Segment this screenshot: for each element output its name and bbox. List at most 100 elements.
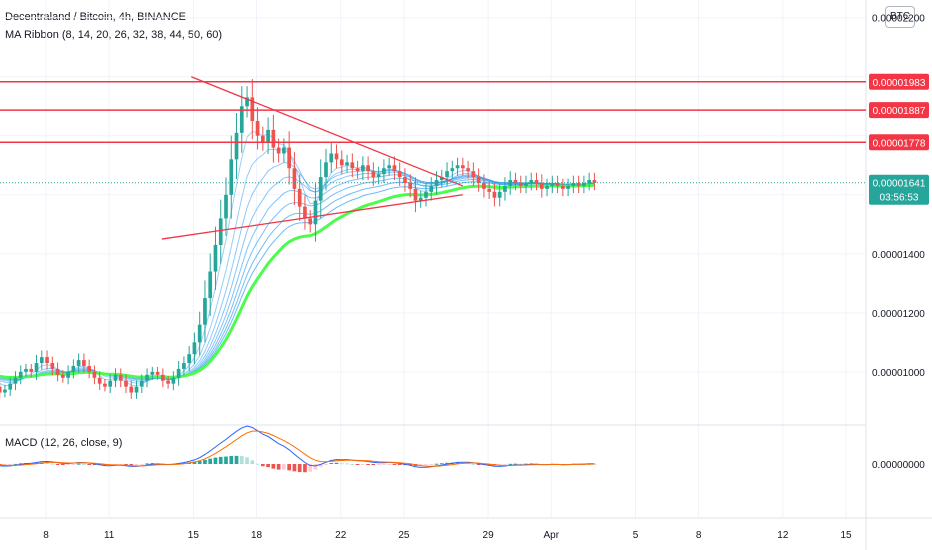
macd-histogram-bar bbox=[50, 463, 55, 465]
macd-histogram-bar bbox=[308, 464, 313, 472]
candle-body bbox=[82, 360, 86, 366]
candle-body bbox=[324, 162, 328, 178]
candle-body bbox=[513, 180, 518, 183]
ma-ribbon-legend: MA Ribbon (8, 14, 20, 26, 32, 38, 44, 50… bbox=[5, 29, 223, 41]
macd-histogram-bar bbox=[218, 456, 223, 464]
macd-legend: MACD (12, 26, close, 9) bbox=[5, 437, 123, 449]
macd-histogram-bar bbox=[318, 464, 323, 467]
macd-histogram-bar bbox=[361, 464, 365, 465]
candle-body bbox=[429, 185, 434, 192]
candle-body bbox=[155, 371, 160, 375]
macd-histogram-bar bbox=[282, 464, 286, 470]
candle-body bbox=[171, 377, 176, 384]
candle-body bbox=[218, 218, 223, 245]
axes: 0.00001000 0.00001200 0.00001400 0.00002200… bbox=[43, 14, 925, 541]
candle-body bbox=[255, 121, 260, 136]
macd-histogram-bar bbox=[592, 463, 597, 465]
macd-histogram-bar bbox=[366, 464, 370, 465]
macd-histogram-bar bbox=[513, 463, 518, 465]
candle-body bbox=[371, 171, 376, 178]
candle-body bbox=[239, 106, 244, 133]
candle-body bbox=[439, 177, 444, 181]
candle-body bbox=[282, 147, 286, 154]
candle-body bbox=[329, 153, 334, 163]
candle-body bbox=[55, 368, 60, 375]
candle-body bbox=[50, 363, 55, 369]
trendline bbox=[161, 194, 463, 240]
macd-histogram-bar bbox=[266, 464, 270, 468]
candle-body bbox=[397, 171, 402, 178]
macd-histogram-bar bbox=[87, 464, 91, 465]
macd-histogram-bar bbox=[355, 464, 360, 465]
candle-body bbox=[292, 168, 297, 189]
candle-body bbox=[245, 97, 249, 107]
macd-histogram-bar bbox=[245, 457, 249, 464]
macd-histogram-bar bbox=[92, 464, 97, 465]
macd-histogram-bar bbox=[124, 464, 128, 465]
level-tag bbox=[869, 134, 929, 151]
macd-histogram-bar bbox=[213, 457, 218, 464]
candle-body bbox=[24, 368, 28, 372]
macd-histogram-bar bbox=[208, 458, 213, 464]
candle-body bbox=[71, 365, 76, 372]
candles bbox=[0, 79, 597, 399]
signal-line bbox=[0, 430, 595, 467]
ma-line-60 bbox=[0, 183, 595, 379]
macd-histogram-bar bbox=[376, 464, 381, 466]
time-tick-label: 25 bbox=[398, 530, 410, 541]
candle-body bbox=[124, 380, 128, 387]
macd-histogram-bar bbox=[439, 463, 444, 465]
ma-line-50 bbox=[0, 181, 595, 379]
candle-body bbox=[97, 377, 102, 384]
currency-badge[interactable]: BTC bbox=[885, 6, 915, 28]
ma-line-44 bbox=[0, 178, 595, 379]
trendlines bbox=[161, 76, 464, 240]
candle-body bbox=[418, 197, 423, 201]
time-tick-label: 22 bbox=[335, 530, 347, 541]
ma-line-32 bbox=[0, 174, 595, 380]
macd-histogram-bar bbox=[339, 463, 344, 465]
macd-histogram-bar bbox=[150, 463, 155, 465]
candle-body bbox=[182, 363, 186, 369]
candle-body bbox=[387, 165, 391, 169]
macd-histogram-bar bbox=[497, 464, 502, 466]
ma-line-38 bbox=[0, 177, 595, 380]
macd-histogram-bar bbox=[224, 456, 228, 464]
macd-histogram-bar bbox=[408, 464, 413, 466]
candle-body bbox=[524, 182, 528, 186]
macd-histogram-bar bbox=[197, 461, 202, 464]
candle-body bbox=[545, 185, 549, 189]
ma-line-26 bbox=[0, 171, 595, 381]
candle-body bbox=[61, 374, 65, 378]
macd-histogram-bar bbox=[418, 464, 423, 466]
candle-body bbox=[29, 368, 34, 372]
candle-body bbox=[103, 383, 107, 387]
price-tick-label: 0.00001000 bbox=[872, 368, 925, 379]
macd-histogram-bar bbox=[503, 464, 507, 465]
candle-body bbox=[571, 182, 576, 186]
candle-body bbox=[39, 357, 44, 364]
level-tag-label: 0.00001778 bbox=[873, 138, 926, 149]
macd-histogram-bar bbox=[134, 464, 139, 465]
macd-histogram-bar bbox=[476, 464, 481, 465]
candle-body bbox=[208, 271, 213, 299]
candle-body bbox=[539, 182, 544, 189]
macd-histogram-bar bbox=[203, 459, 207, 464]
macd-histogram-bar bbox=[261, 464, 265, 467]
candle-body bbox=[424, 191, 428, 198]
macd-histogram-bar bbox=[229, 455, 234, 464]
macd-histogram-bar bbox=[292, 464, 297, 472]
candle-body bbox=[582, 182, 586, 186]
candle-body bbox=[118, 374, 123, 381]
candle-body bbox=[555, 182, 560, 186]
time-tick-label: 5 bbox=[633, 530, 639, 541]
candle-body bbox=[350, 162, 355, 169]
trendline bbox=[191, 76, 464, 187]
candle-body bbox=[134, 386, 139, 393]
price-tick-label: 0.00002200 bbox=[872, 14, 925, 25]
macd-histogram-bar bbox=[82, 463, 86, 465]
candle-body bbox=[550, 182, 555, 186]
candle-body bbox=[403, 177, 407, 183]
